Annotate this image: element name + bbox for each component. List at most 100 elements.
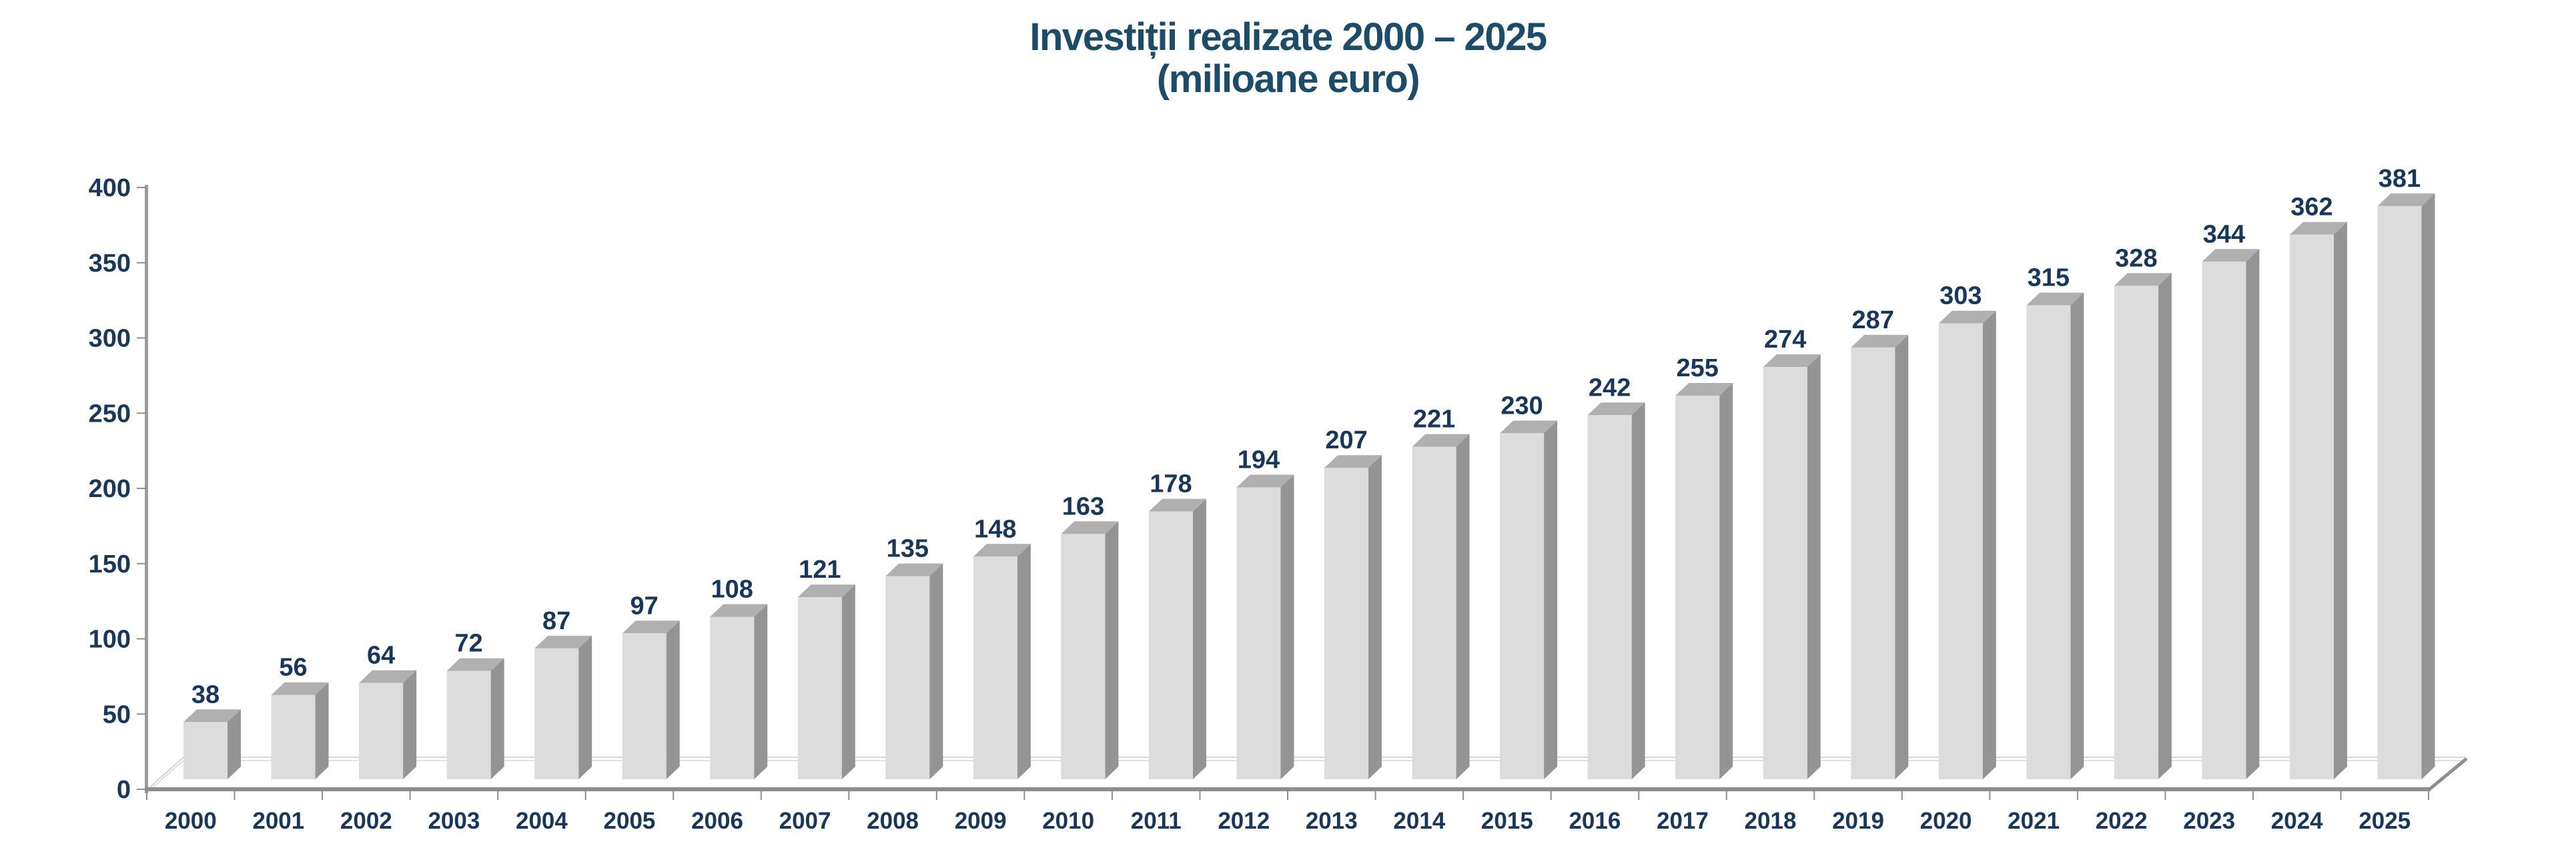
year-label: 2008: [867, 808, 919, 834]
bar-value-label: 230: [1500, 392, 1543, 420]
year-label: 2005: [604, 808, 656, 834]
bar-front-face: [1061, 534, 1106, 779]
bar-value-label: 328: [2115, 244, 2157, 272]
bar-side-face: [1544, 420, 1558, 779]
bar-2017: 255: [1675, 354, 1733, 779]
bar-front-face: [271, 695, 316, 779]
bar-top-face: [534, 635, 592, 649]
year-label: 2023: [2183, 808, 2235, 834]
year-label: 2015: [1481, 808, 1533, 834]
bar-value-label: 287: [1852, 306, 1894, 334]
y-axis-line: [145, 185, 148, 793]
y-axis-label: 350: [89, 250, 131, 278]
bar-value-label: 56: [279, 654, 307, 682]
bar-front-face: [359, 683, 404, 779]
bar-side-face: [841, 584, 855, 779]
bar-top-face: [622, 620, 680, 634]
floor-left-edge-lower: [147, 760, 184, 793]
bar-top-face: [885, 563, 943, 576]
bar-front-face: [973, 556, 1017, 779]
bar-front-face: [1675, 395, 1720, 779]
bar-front-face: [710, 616, 755, 779]
bar-front-face: [1587, 415, 1632, 779]
bar-front-face: [183, 722, 228, 779]
bar-value-label: 148: [974, 515, 1016, 543]
bar-front-face: [1324, 468, 1369, 779]
bar-value-label: 194: [1238, 446, 1280, 474]
bar-value-label: 38: [191, 681, 220, 709]
bar-side-face: [2421, 193, 2435, 780]
bar-value-label: 221: [1413, 406, 1455, 434]
y-axis-label: 250: [89, 400, 131, 428]
bar-top-face: [973, 544, 1031, 557]
y-axis-label: 100: [89, 626, 131, 654]
bar-value-label: 135: [887, 535, 929, 563]
bar-front-face: [1500, 433, 1545, 779]
bar-2023: 344: [2202, 220, 2260, 779]
bar-side-face: [2333, 222, 2347, 779]
bar-top-face: [1675, 382, 1733, 396]
bar-2021: 315: [2026, 264, 2084, 779]
bar-side-face: [1017, 544, 1031, 779]
y-axis-label: 50: [103, 701, 131, 729]
bar-front-face: [2289, 234, 2334, 779]
bar-front-face: [2114, 286, 2158, 779]
bar-front-face: [2026, 305, 2071, 779]
year-label: 2007: [779, 808, 831, 834]
x-axis-line: [145, 787, 2431, 791]
bar-2018: 274: [1763, 326, 1821, 779]
bar-front-face: [1236, 487, 1281, 779]
bar-2020: 303: [1938, 282, 1996, 779]
year-label: 2014: [1393, 808, 1445, 834]
y-axis-label: 0: [117, 776, 131, 804]
bar-front-face: [2202, 262, 2246, 779]
year-label: 2004: [516, 808, 568, 834]
bar-front-face: [885, 576, 930, 779]
bar-value-label: 72: [454, 630, 482, 658]
bar-side-face: [2246, 249, 2260, 779]
bar-top-face: [797, 584, 855, 598]
bar-side-face: [1807, 354, 1821, 779]
chart-title-line1: Investiții realizate 2000 – 2025: [1029, 15, 1547, 59]
bar-2010: 163: [1061, 492, 1119, 779]
bar-value-label: 97: [630, 592, 659, 620]
bar-top-face: [1938, 310, 1996, 324]
bar-front-face: [2377, 205, 2422, 780]
bar-top-face: [1324, 455, 1382, 468]
bar-value-label: 303: [1940, 282, 1982, 310]
chart-title: Investiții realizate 2000 – 2025 (milioa…: [0, 16, 2576, 100]
bar-top-face: [2114, 273, 2172, 286]
bar-2005: 97: [622, 592, 680, 779]
bar-side-face: [1192, 498, 1206, 779]
bar-value-label: 242: [1589, 374, 1631, 402]
bar-2016: 242: [1587, 374, 1645, 779]
bar-2022: 328: [2114, 244, 2172, 779]
bar-top-face: [2202, 249, 2260, 262]
bar-side-face: [1456, 434, 1470, 779]
bar-top-face: [1148, 498, 1206, 512]
year-label: 2009: [955, 808, 1007, 834]
bar-2013: 207: [1324, 426, 1382, 779]
bar-top-face: [2377, 193, 2435, 206]
bar-2000: 38: [183, 681, 241, 779]
bar-side-face: [1895, 334, 1909, 779]
year-label: 2001: [252, 808, 304, 834]
bar-front-face: [1938, 323, 1983, 779]
year-label: 2020: [1920, 808, 1972, 834]
bar-front-face: [1763, 367, 1807, 779]
bar-value-label: 362: [2290, 193, 2332, 222]
bar-value-label: 108: [711, 575, 753, 603]
bar-value-label: 344: [2203, 220, 2245, 248]
bar-front-face: [1148, 511, 1193, 779]
year-label: 2006: [691, 808, 743, 834]
bar-side-face: [2158, 273, 2172, 779]
bar-2025: 381: [2377, 165, 2435, 780]
bar-top-face: [710, 604, 768, 617]
bar-top-face: [1061, 521, 1119, 534]
year-label: 2025: [2358, 808, 2411, 834]
year-label: 2011: [1131, 808, 1182, 834]
bar-front-face: [1412, 446, 1456, 779]
bar-front-face: [797, 597, 842, 779]
